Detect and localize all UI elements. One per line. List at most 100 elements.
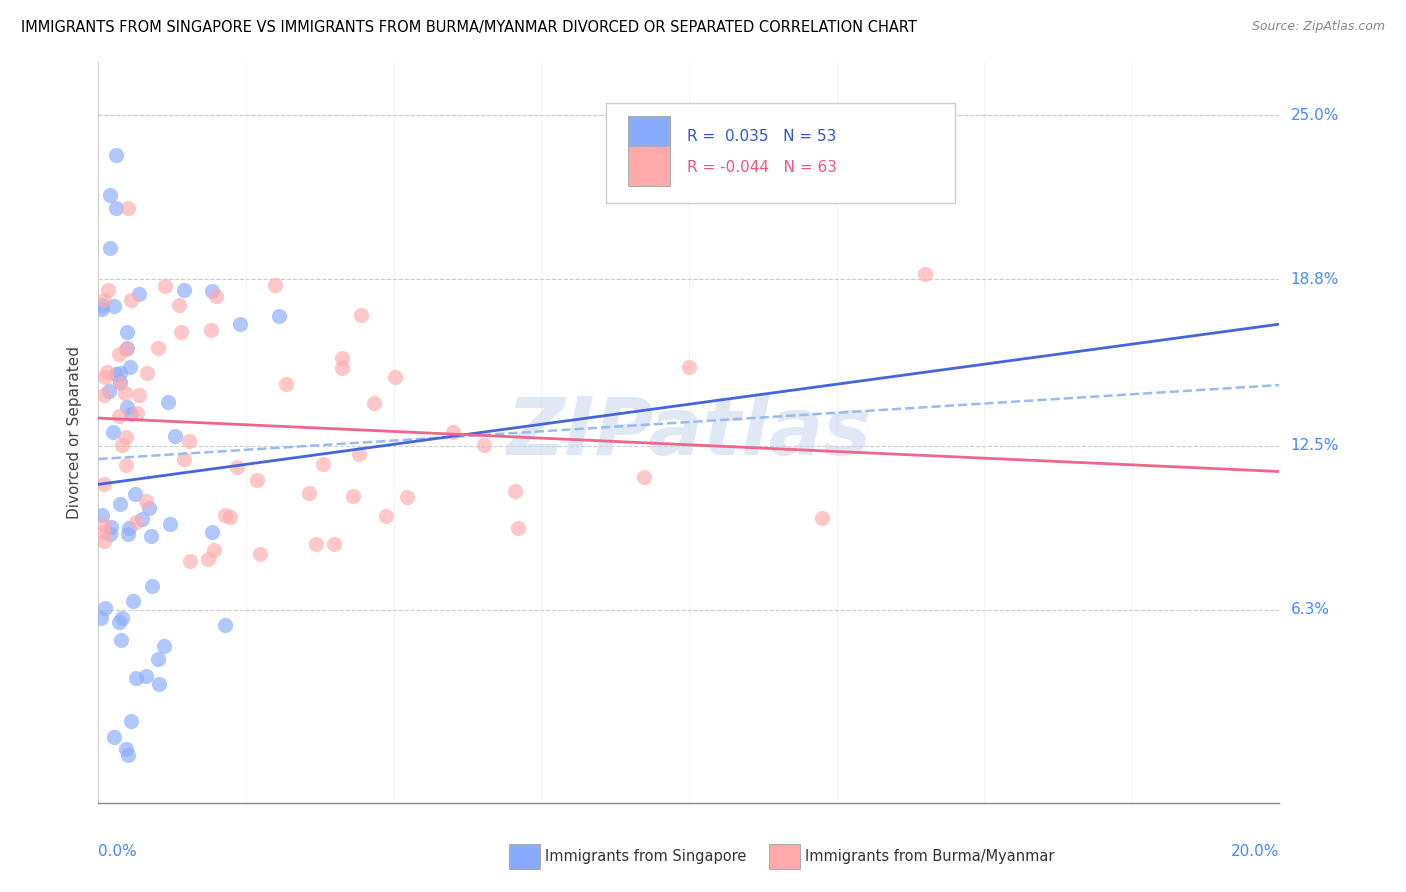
Point	[105, 201, 128, 215]
Point	[96, 365, 118, 379]
Point	[90, 298, 112, 312]
Point	[508, 521, 530, 535]
Point	[114, 741, 136, 756]
Point	[118, 521, 141, 535]
Point	[93, 388, 115, 402]
Point	[214, 508, 236, 523]
Point	[117, 748, 139, 763]
Point	[505, 483, 527, 498]
Text: IMMIGRANTS FROM SINGAPORE VS IMMIGRANTS FROM BURMA/MYANMAR DIVORCED OR SEPARATED: IMMIGRANTS FROM SINGAPORE VS IMMIGRANTS …	[21, 20, 917, 35]
Point	[246, 473, 269, 487]
Point	[173, 451, 195, 466]
Point	[103, 731, 125, 745]
Point	[120, 714, 142, 728]
Point	[305, 537, 328, 551]
Point	[103, 425, 125, 439]
Point	[93, 476, 115, 491]
Point	[110, 633, 132, 648]
Point	[98, 384, 121, 398]
Point	[167, 298, 190, 312]
Point	[128, 388, 150, 402]
Point	[127, 406, 149, 420]
Point	[135, 669, 157, 683]
Point	[146, 341, 169, 355]
Point	[396, 490, 419, 504]
Point	[120, 408, 142, 422]
Point	[139, 529, 162, 543]
Point	[138, 501, 160, 516]
Point	[117, 400, 139, 414]
Point	[148, 677, 170, 691]
Point	[131, 512, 153, 526]
Point	[200, 323, 222, 337]
Point	[105, 148, 128, 162]
Point	[678, 359, 700, 374]
FancyBboxPatch shape	[627, 146, 671, 186]
Point	[342, 489, 364, 503]
Y-axis label: Divorced or Separated: Divorced or Separated	[67, 346, 83, 519]
Point	[347, 447, 370, 461]
Point	[115, 325, 138, 339]
Point	[177, 434, 200, 448]
Point	[205, 289, 228, 303]
Point	[124, 487, 146, 501]
Point	[179, 554, 201, 568]
Point	[90, 610, 112, 624]
Point	[148, 651, 170, 665]
Point	[125, 515, 148, 529]
Point	[115, 458, 138, 472]
FancyBboxPatch shape	[627, 117, 671, 156]
Point	[441, 425, 464, 440]
Text: 18.8%: 18.8%	[1291, 272, 1339, 286]
Point	[91, 508, 114, 522]
Point	[135, 494, 157, 508]
Point	[114, 385, 136, 400]
Point	[111, 611, 134, 625]
Point	[93, 525, 115, 540]
Text: 25.0%: 25.0%	[1291, 108, 1339, 123]
FancyBboxPatch shape	[769, 844, 800, 869]
Point	[114, 343, 136, 357]
Point	[219, 509, 242, 524]
Point	[110, 497, 132, 511]
Text: Source: ZipAtlas.com: Source: ZipAtlas.com	[1251, 20, 1385, 33]
Point	[201, 285, 224, 299]
Point	[115, 341, 138, 355]
Point	[159, 516, 181, 531]
Point	[122, 594, 145, 608]
Point	[225, 459, 247, 474]
Point	[114, 430, 136, 444]
Point	[120, 360, 142, 375]
Point	[128, 287, 150, 301]
FancyBboxPatch shape	[509, 844, 540, 869]
Point	[98, 240, 121, 255]
Point	[633, 470, 655, 484]
Point	[197, 552, 219, 566]
Point	[173, 283, 195, 297]
Text: 20.0%: 20.0%	[1232, 845, 1279, 860]
Point	[108, 376, 131, 390]
Point	[97, 283, 120, 297]
Point	[98, 527, 121, 541]
Point	[141, 579, 163, 593]
Point	[384, 370, 406, 384]
Point	[105, 367, 128, 381]
FancyBboxPatch shape	[606, 103, 955, 203]
Point	[330, 360, 353, 375]
Point	[94, 600, 117, 615]
Point	[298, 486, 321, 500]
Point	[107, 409, 129, 424]
Text: 0.0%: 0.0%	[98, 845, 138, 860]
Point	[117, 201, 139, 215]
Point	[103, 300, 125, 314]
Text: R = -0.044   N = 63: R = -0.044 N = 63	[686, 160, 837, 175]
Point	[330, 351, 353, 366]
Point	[125, 671, 148, 685]
Point	[349, 308, 371, 322]
Point	[274, 377, 297, 392]
Point	[93, 533, 115, 548]
Point	[811, 511, 834, 525]
Point	[156, 394, 179, 409]
Point	[322, 536, 344, 550]
Point	[214, 617, 236, 632]
